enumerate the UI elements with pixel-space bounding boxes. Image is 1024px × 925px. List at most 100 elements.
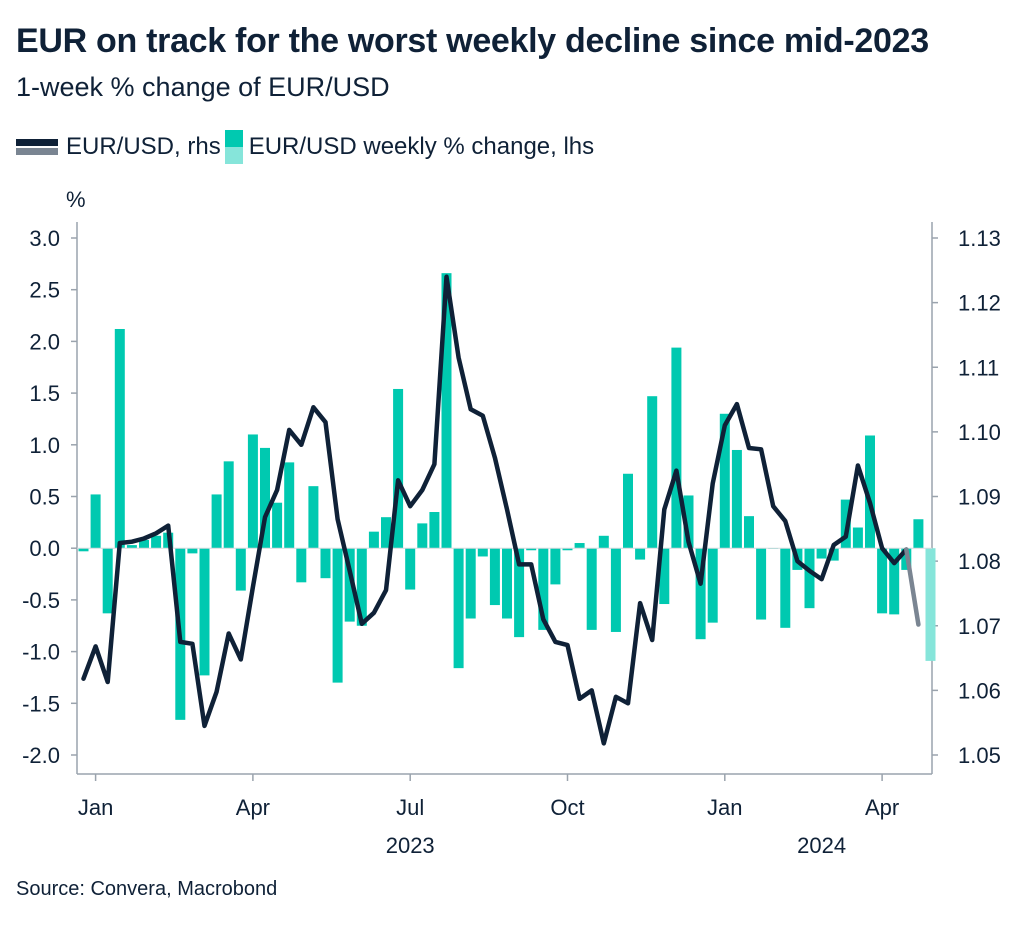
bar <box>719 413 730 549</box>
bar <box>151 535 162 549</box>
bar <box>514 548 525 638</box>
x-year-label: 2023 <box>386 833 435 858</box>
bar <box>247 434 258 549</box>
bar <box>574 543 585 549</box>
bar <box>562 548 573 551</box>
bar <box>441 273 452 549</box>
right-tick-label: 1.06 <box>958 678 1001 703</box>
bar <box>356 548 367 626</box>
bar <box>913 519 924 549</box>
chart-title: EUR on track for the worst weekly declin… <box>16 22 929 60</box>
bar-series <box>78 273 936 720</box>
left-tick-label: 1.0 <box>29 433 60 458</box>
right-tick-label: 1.11 <box>958 355 999 380</box>
bar <box>187 548 198 554</box>
bar <box>647 396 658 549</box>
bar <box>877 548 888 614</box>
bar <box>296 548 307 583</box>
source-note: Source: Convera, Macrobond <box>16 878 278 900</box>
bar <box>816 548 827 559</box>
bar <box>344 548 355 622</box>
bar <box>308 486 319 549</box>
bar <box>502 548 512 619</box>
bar <box>429 512 440 549</box>
left-tick-label: 2.5 <box>29 278 60 303</box>
x-tick-label: Apr <box>236 795 270 820</box>
bar <box>671 347 682 549</box>
bar <box>695 548 706 640</box>
left-tick-label: -1.0 <box>22 640 60 665</box>
left-tick-label: 0.5 <box>29 485 60 510</box>
bar <box>381 517 391 549</box>
bar <box>731 449 742 549</box>
bar <box>453 548 464 669</box>
bar <box>756 548 767 620</box>
bar <box>659 548 670 605</box>
bar <box>635 548 646 560</box>
bar <box>744 516 754 549</box>
bar <box>235 548 246 591</box>
left-tick-label: -0.5 <box>22 588 60 613</box>
bar <box>865 435 875 549</box>
left-tick-label: 3.0 <box>29 226 60 251</box>
bar <box>223 461 234 549</box>
bar <box>610 548 621 632</box>
bar <box>550 548 561 585</box>
x-tick-label: Jul <box>396 795 424 820</box>
right-tick-label: 1.10 <box>958 420 1001 445</box>
bar <box>526 548 537 551</box>
bar <box>623 473 633 549</box>
bar-series-swatch <box>224 130 243 164</box>
bar <box>320 548 331 579</box>
bar <box>707 548 718 623</box>
x-tick-label: Oct <box>550 795 584 820</box>
bar <box>804 548 815 609</box>
right-tick-label: 1.07 <box>958 614 1001 639</box>
right-tick-label: 1.09 <box>958 485 1001 510</box>
bar <box>465 548 476 619</box>
bar <box>405 548 416 590</box>
bar <box>211 494 222 549</box>
line-series <box>81 274 921 746</box>
legend: EUR/USD, rhs EUR/USD weekly % change, lh… <box>16 130 594 164</box>
left-axis-unit: % <box>66 187 86 212</box>
left-axis: 3.0 2.5 2.0 1.5 1.0 0.5 0.0 -0.5 -1.0 -1.5 -2.0 <box>22 222 78 774</box>
right-tick-label: 1.08 <box>958 549 1001 574</box>
bar <box>598 535 609 549</box>
x-tick-label: Apr <box>865 795 899 820</box>
legend-line-label: EUR/USD, rhs <box>66 133 221 160</box>
line-series-swatch <box>16 137 58 157</box>
bar <box>368 531 379 549</box>
bar <box>586 548 597 630</box>
right-tick-label: 1.12 <box>958 291 1001 316</box>
x-tick-label: Jan <box>78 795 113 820</box>
bar <box>417 523 428 549</box>
bar <box>393 388 404 549</box>
legend-bar-label: EUR/USD weekly % change, lhs <box>248 133 595 160</box>
right-tick-label: 1.13 <box>958 226 1001 251</box>
bar <box>139 539 149 549</box>
left-tick-label: 2.0 <box>29 329 60 354</box>
x-axis: Jan Apr Jul Oct Jan Apr 2023 2024 <box>77 773 932 858</box>
x-year-label: 2024 <box>797 833 846 858</box>
x-tick-label: Jan <box>707 795 742 820</box>
right-tick-label: 1.05 <box>958 743 1001 768</box>
bar <box>78 548 89 552</box>
bar <box>102 548 113 614</box>
left-tick-label: -2.0 <box>22 743 60 768</box>
bar <box>126 545 137 549</box>
bar <box>852 527 863 549</box>
bar <box>284 462 295 549</box>
bar <box>538 548 549 630</box>
bar <box>683 495 694 549</box>
bar <box>477 548 488 557</box>
left-tick-label: 1.5 <box>29 381 60 406</box>
bar <box>272 502 283 549</box>
left-tick-label: 0.0 <box>29 536 60 561</box>
bar <box>925 548 936 661</box>
bar <box>889 548 900 615</box>
bar <box>828 548 839 561</box>
left-tick-label: -1.5 <box>22 691 60 716</box>
bar <box>780 548 791 628</box>
